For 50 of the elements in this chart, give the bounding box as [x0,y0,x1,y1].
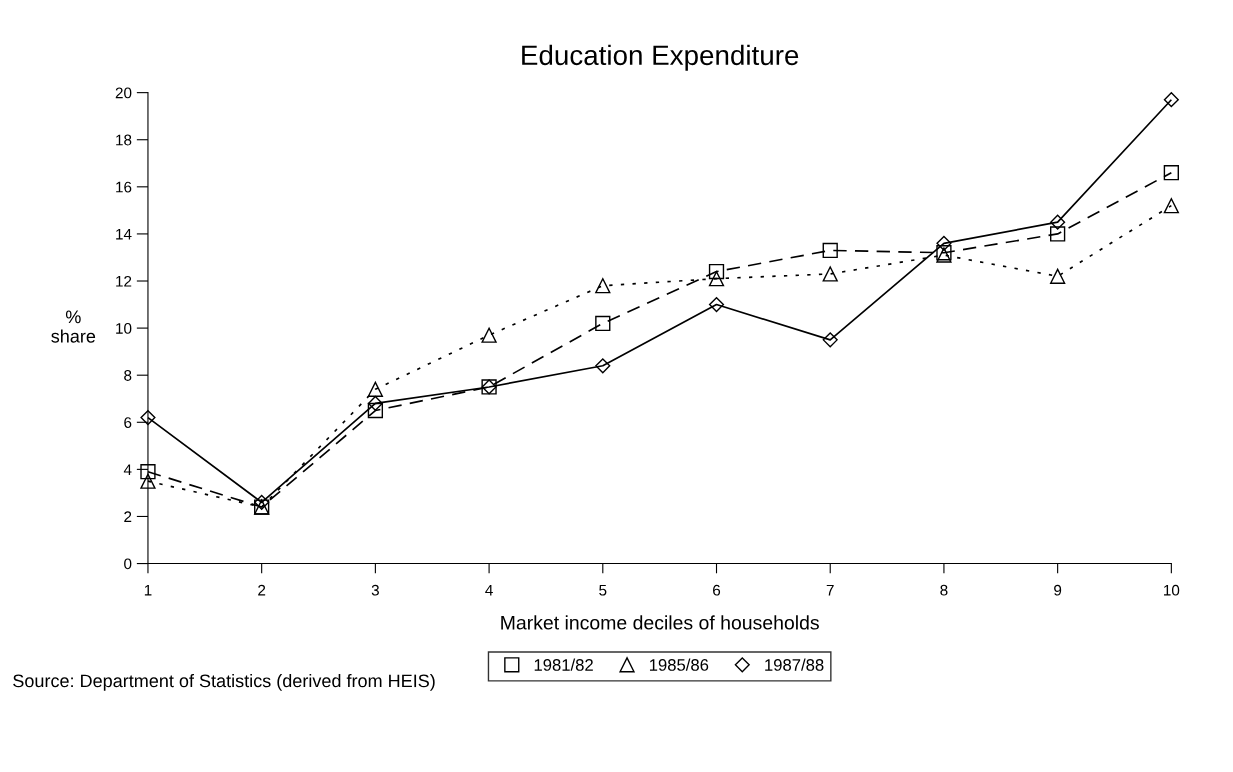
point [367,381,384,397]
y-tick-label: 12 [116,275,132,287]
point [1163,92,1179,108]
y-tick-label: 14 [116,228,132,240]
point [708,263,725,280]
chart-title: Education Expenditure [522,44,799,71]
point [822,332,838,348]
point [1163,198,1179,214]
point [367,402,384,419]
x-tick-label: 9 [1054,584,1062,596]
point [481,327,497,343]
y-tick-label: 2 [124,511,132,522]
point [1163,165,1179,181]
point [140,473,156,489]
y-tick-label: 18 [116,134,132,146]
legend-label: 1987/88 [765,658,824,671]
point [595,315,611,332]
x-tick-label: 10 [1164,584,1180,596]
y-tick-label: 8 [124,370,132,381]
x-tick-label: 2 [258,584,266,596]
point [822,266,838,282]
point [595,278,611,294]
x-tick-label: 5 [599,584,607,596]
y-axis-title: % share [51,310,96,343]
y-tick-label: 10 [116,322,132,334]
y-tick-label: 16 [116,181,132,193]
y-tick-label: 0 [124,558,132,570]
source-note: Source: Department of Statistics (derived from HEIS) [13,674,435,691]
point [1050,214,1066,230]
x-tick-label: 7 [826,584,834,596]
x-tick-label: 4 [485,584,493,596]
point [140,464,156,480]
y-tick-label: 4 [123,464,132,475]
point [936,235,952,251]
point [140,410,156,426]
x-tick-label: 8 [940,584,948,596]
point [708,271,725,287]
point [822,242,838,259]
y-tick-label: 20 [115,87,132,99]
legend-label: 1981/82 [534,658,593,671]
x-tick-label: 1 [144,584,152,596]
point [595,358,611,374]
x-axis-title: Market income deciles of households [501,615,819,630]
point [708,296,725,313]
y-tick-label: 6 [124,417,132,428]
x-tick-label: 6 [713,584,721,596]
legend-label: 1985/86 [649,658,709,671]
point [1050,226,1066,242]
point [1050,268,1066,284]
x-tick-label: 3 [371,584,379,596]
